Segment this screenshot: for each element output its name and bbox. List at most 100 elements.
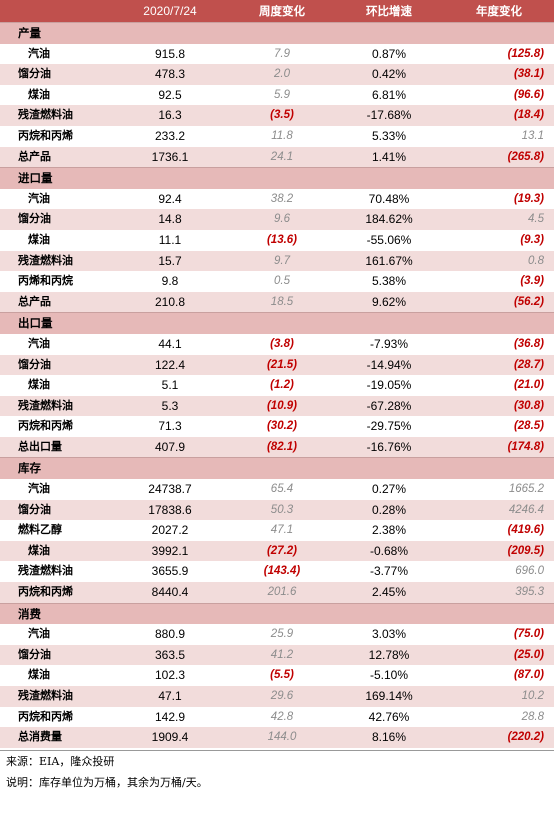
row-annual-change: (30.8) [444, 395, 554, 417]
row-value: 142.9 [154, 709, 186, 724]
row-value: 44.1 [158, 336, 182, 351]
table-row: 汽油 880.9 25.9 3.03% (75.0) [0, 624, 554, 645]
row-mom-growth: 0.87% [371, 46, 407, 61]
row-value: 11.1 [158, 232, 182, 247]
row-value: 14.8 [110, 209, 230, 230]
row-value: 16.3 [110, 105, 230, 126]
table-row: 馏分油 363.5 41.2 12.78% (25.0) [0, 644, 554, 666]
row-annual-change: (419.6) [507, 524, 544, 537]
row-value: 3992.1 [110, 540, 230, 562]
section-title: 产量 [0, 21, 554, 44]
row-mom-growth: 42.76% [368, 709, 410, 724]
row-label: 总产品 [0, 146, 110, 168]
row-label: 丙烷和丙烯 [18, 419, 73, 433]
footer: 来源：EIA，隆众投研 说明：库存单位为万桶，其余为万桶/天。 [0, 749, 554, 793]
row-weekly-change: 41.2 [230, 644, 334, 666]
row-mom-growth: 2.45% [334, 582, 444, 604]
row-weekly-change: 42.8 [270, 710, 294, 723]
row-value: 880.9 [154, 627, 186, 642]
header-blank [0, 0, 110, 23]
row-value: 15.7 [110, 250, 230, 272]
row-weekly-change: 9.7 [230, 250, 334, 272]
table-body: 产量 汽油 915.8 7.9 0.87% (125.8) 馏分油 478.3 2.0 0.42%… [0, 21, 554, 748]
row-annual-change: 696.0 [515, 565, 544, 578]
row-label: 汽油 [28, 627, 50, 641]
row-value: 71.3 [158, 419, 182, 434]
row-weekly-change: 24.1 [230, 146, 334, 168]
row-label: 丙烷和丙烯 [18, 709, 73, 723]
row-annual-change: (19.3) [513, 192, 544, 205]
row-weekly-change: (30.2) [266, 420, 298, 433]
table-row: 煤油 11.1 (13.6) -55.06% (9.3) [0, 230, 554, 251]
row-annual-change: 395.3 [444, 582, 554, 604]
row-label: 丙烯和丙烷 [18, 274, 73, 288]
row-weekly-change: 50.3 [230, 499, 334, 521]
row-annual-change: (18.4) [444, 105, 554, 126]
row-value: 92.4 [158, 191, 182, 206]
row-mom-growth: 169.14% [334, 686, 444, 707]
table-row: 丙烯和丙烷 9.8 0.5 5.38% (3.9) [0, 271, 554, 292]
row-label: 馏分油 [0, 64, 110, 85]
row-value: 122.4 [110, 354, 230, 376]
row-annual-change: (21.0) [513, 379, 544, 392]
row-annual-change: (174.8) [444, 436, 554, 458]
row-value: 47.1 [110, 686, 230, 707]
row-label: 残渣燃料油 [0, 686, 110, 707]
table-row: 总产品 210.8 18.5 9.62% (56.2) [0, 291, 554, 313]
table-row: 残渣燃料油 3655.9 (143.4) -3.77% 696.0 [0, 561, 554, 582]
row-annual-change: (87.0) [513, 669, 544, 682]
row-label: 汽油 [28, 482, 50, 496]
table-row: 馏分油 17838.6 50.3 0.28% 4246.4 [0, 499, 554, 521]
row-annual-change: 13.1 [521, 129, 544, 142]
header-row: 2020/7/24 周度变化 环比增速 年度变化 [0, 0, 554, 23]
row-annual-change: 0.8 [444, 250, 554, 272]
row-annual-change: (209.5) [444, 540, 554, 562]
table-row: 汽油 915.8 7.9 0.87% (125.8) [0, 44, 554, 65]
section-title: 消费 [0, 602, 554, 625]
row-label: 总产品 [0, 291, 110, 313]
row-weekly-change: 5.9 [274, 88, 290, 101]
row-annual-change: (38.1) [444, 64, 554, 85]
header-mom-growth: 环比增速 [334, 0, 444, 23]
row-mom-growth: -0.68% [334, 540, 444, 562]
table-row: 汽油 44.1 (3.8) -7.93% (36.8) [0, 334, 554, 355]
row-weekly-change: 18.5 [230, 291, 334, 313]
row-value: 1909.4 [110, 727, 230, 748]
row-mom-growth: 5.33% [371, 128, 407, 143]
row-mom-growth: -29.75% [366, 419, 412, 434]
row-mom-growth: -5.10% [369, 668, 409, 683]
table-row: 汽油 24738.7 65.4 0.27% 1665.2 [0, 479, 554, 500]
row-weekly-change: 65.4 [270, 483, 294, 496]
section-title: 出口量 [0, 312, 554, 334]
row-mom-growth: -19.05% [366, 378, 412, 393]
row-weekly-change: 38.2 [270, 192, 294, 205]
row-label: 煤油 [28, 232, 50, 246]
row-value: 24738.7 [148, 482, 192, 497]
row-label: 煤油 [28, 378, 50, 392]
row-value: 915.8 [154, 46, 186, 61]
row-mom-growth: -17.68% [334, 105, 444, 126]
table-row: 残渣燃料油 47.1 29.6 169.14% 10.2 [0, 686, 554, 707]
row-annual-change: (28.5) [513, 420, 544, 433]
table-row: 残渣燃料油 15.7 9.7 161.67% 0.8 [0, 250, 554, 272]
table-row: 总消费量 1909.4 144.0 8.16% (220.2) [0, 727, 554, 748]
row-value: 478.3 [110, 64, 230, 85]
table-row: 丙烷和丙烯 71.3 (30.2) -29.75% (28.5) [0, 416, 554, 437]
row-mom-growth: 184.62% [334, 209, 444, 230]
row-weekly-change: 201.6 [230, 582, 334, 604]
row-label: 丙烷和丙烯 [18, 128, 73, 142]
row-mom-growth: -14.94% [334, 354, 444, 376]
row-weekly-change: (1.2) [270, 379, 294, 392]
section-title: 进口量 [0, 167, 554, 189]
row-label: 汽油 [28, 46, 50, 60]
row-mom-growth: 1.41% [334, 146, 444, 168]
table-row: 馏分油 14.8 9.6 184.62% 4.5 [0, 209, 554, 230]
row-label: 馏分油 [0, 644, 110, 666]
row-weekly-change: 7.9 [274, 47, 290, 60]
row-annual-change: (9.3) [520, 233, 544, 246]
row-value: 233.2 [154, 128, 186, 143]
row-mom-growth: 0.42% [334, 64, 444, 85]
row-value: 1736.1 [110, 146, 230, 168]
row-mom-growth: 70.48% [368, 191, 410, 206]
table-row: 馏分油 122.4 (21.5) -14.94% (28.7) [0, 354, 554, 376]
